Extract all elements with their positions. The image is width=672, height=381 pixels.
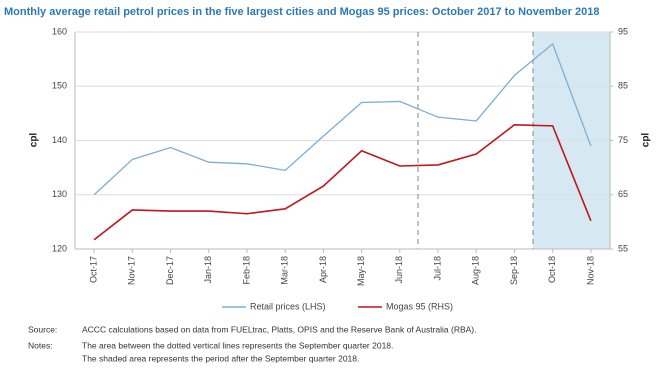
notes-label: Notes: <box>28 340 53 350</box>
y-tick-label: 120 <box>52 243 67 253</box>
x-tick-label: Sep-18 <box>509 256 519 285</box>
y2-tick-label: 55 <box>618 243 628 253</box>
y2-tick-label: 75 <box>618 135 628 145</box>
y-tick-label: 130 <box>52 189 67 199</box>
x-tick-label: Apr-18 <box>318 256 328 283</box>
x-tick-label: May-18 <box>356 256 366 286</box>
y2-tick-label: 95 <box>618 26 628 36</box>
source-text: ACCC calculations based on data from FUE… <box>82 324 476 334</box>
x-tick-label: Dec-17 <box>165 256 175 285</box>
x-tick-label: Nov-18 <box>585 256 595 285</box>
y-tick-label: 160 <box>52 26 67 36</box>
source-label: Source: <box>28 324 57 334</box>
note-line: The area between the dotted vertical lin… <box>82 340 393 350</box>
x-tick-label: Oct-18 <box>547 256 557 283</box>
x-tick-label: Jul-18 <box>432 256 442 281</box>
y2-tick-label: 85 <box>618 81 628 91</box>
y2-tick-label: 65 <box>618 189 628 199</box>
legend-label: Mogas 95 (RHS) <box>386 301 453 311</box>
x-tick-label: Aug-18 <box>471 256 481 285</box>
series-line <box>93 42 592 196</box>
x-tick-label: Mar-18 <box>280 256 290 285</box>
chart-title: Monthly average retail petrol prices in … <box>4 6 599 18</box>
x-tick-label: Jun-18 <box>394 256 404 284</box>
y-axis-title: cpl <box>29 133 40 148</box>
x-tick-label: Nov-17 <box>127 256 137 285</box>
legend-label: Retail prices (LHS) <box>250 301 326 311</box>
y-tick-label: 150 <box>52 81 67 91</box>
series-line <box>93 123 592 241</box>
x-tick-label: Oct-17 <box>88 256 98 283</box>
y-tick-label: 140 <box>52 135 67 145</box>
x-tick-label: Feb-18 <box>241 256 251 285</box>
y2-axis-title: cpl <box>641 133 652 148</box>
x-tick-label: Jan-18 <box>203 256 213 284</box>
note-line: The shaded area represents the period af… <box>82 353 359 363</box>
